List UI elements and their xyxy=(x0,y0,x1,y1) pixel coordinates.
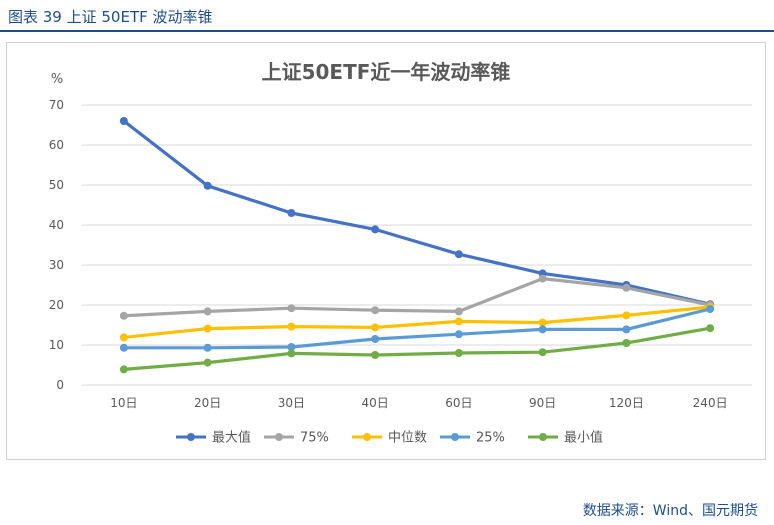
volatility-cone-chart: 上证50ETF近一年波动率锥 % 0 10 20 30 40 50 60 70 10日 20日 3… xyxy=(49,60,752,446)
legend-swatch-marker xyxy=(539,433,547,441)
x-tick-label: 60日 xyxy=(445,396,472,410)
data-source-note: 数据来源：Wind、国元期货 xyxy=(582,503,758,519)
data-point xyxy=(203,324,212,333)
data-point xyxy=(538,325,547,334)
y-tick-label: 0 xyxy=(56,378,64,392)
data-point xyxy=(371,323,380,332)
y-axis-unit-label: % xyxy=(51,72,63,87)
y-tick-label: 30 xyxy=(49,258,64,272)
data-point xyxy=(706,305,715,313)
legend-label: 75% xyxy=(300,431,329,446)
legend-item: 中位数 xyxy=(352,431,427,446)
legend-label: 最大值 xyxy=(212,430,251,446)
data-point xyxy=(622,325,631,334)
data-point xyxy=(287,304,296,313)
x-tick-label: 20日 xyxy=(194,396,221,410)
data-point xyxy=(371,225,380,234)
series-1 xyxy=(119,274,715,320)
y-tick-label: 70 xyxy=(49,98,64,112)
series-3 xyxy=(119,305,715,352)
data-point xyxy=(119,365,128,374)
data-point xyxy=(538,348,547,357)
gridlines xyxy=(82,104,752,386)
data-point xyxy=(454,349,463,357)
data-point xyxy=(622,311,631,320)
data-point xyxy=(119,333,128,342)
x-tick-label: 240日 xyxy=(693,396,728,410)
data-point xyxy=(287,209,296,217)
data-point xyxy=(287,322,296,331)
data-point xyxy=(706,324,715,333)
x-axis-ticks: 10日 20日 30日 40日 60日 90日 120日 240日 xyxy=(110,396,727,410)
legend-item: 75% xyxy=(264,431,329,446)
data-point xyxy=(454,307,463,316)
data-point xyxy=(203,343,212,352)
data-point xyxy=(371,335,380,343)
legend-swatch-marker xyxy=(363,433,371,441)
series-0 xyxy=(119,117,715,309)
legend-item: 最小值 xyxy=(528,430,603,446)
data-point xyxy=(538,274,547,283)
data-point xyxy=(371,306,380,315)
chart-container: 上证50ETF近一年波动率锥 % 0 10 20 30 40 50 60 70 10日 20日 3… xyxy=(6,42,766,460)
data-point xyxy=(203,181,212,190)
x-tick-label: 30日 xyxy=(278,396,305,410)
legend-label: 25% xyxy=(476,431,505,446)
legend-label: 中位数 xyxy=(388,431,427,446)
y-axis-ticks: 0 10 20 30 40 50 60 70 xyxy=(49,98,64,392)
data-point xyxy=(622,283,631,292)
y-tick-label: 10 xyxy=(49,338,64,352)
series-4 xyxy=(119,324,715,374)
data-point xyxy=(622,339,631,347)
y-tick-label: 40 xyxy=(49,218,64,232)
y-tick-label: 20 xyxy=(49,298,64,312)
legend-item: 25% xyxy=(440,431,505,446)
x-tick-label: 40日 xyxy=(361,396,388,410)
y-tick-label: 60 xyxy=(49,138,64,152)
series-2 xyxy=(119,303,715,342)
data-point xyxy=(119,117,128,125)
data-point xyxy=(454,317,463,326)
figure-caption: 图表 39 上证 50ETF 波动率锥 xyxy=(8,8,213,26)
legend-swatch-marker xyxy=(187,433,195,441)
caption-divider xyxy=(0,30,774,32)
data-point xyxy=(454,330,463,339)
series-line xyxy=(122,277,712,318)
series-lines xyxy=(119,117,715,374)
legend-item: 最大值 xyxy=(176,430,251,446)
data-point xyxy=(454,250,463,259)
data-point xyxy=(538,318,547,327)
x-tick-label: 120日 xyxy=(609,396,644,410)
chart-title: 上证50ETF近一年波动率锥 xyxy=(262,60,511,84)
x-tick-label: 10日 xyxy=(110,396,137,410)
data-point xyxy=(203,358,212,367)
data-point xyxy=(371,351,380,359)
series-line xyxy=(122,326,712,371)
series-line xyxy=(122,119,712,306)
legend-label: 最小值 xyxy=(564,430,603,446)
legend-swatch-marker xyxy=(451,433,459,441)
data-point xyxy=(203,307,212,316)
data-point xyxy=(119,343,128,352)
legend-swatch-marker xyxy=(275,433,283,441)
data-point xyxy=(287,343,296,351)
legend: 最大值 75% 中位数 25% 最小值 xyxy=(176,430,603,446)
data-point xyxy=(119,311,128,320)
x-tick-label: 90日 xyxy=(529,396,556,410)
series-line xyxy=(122,305,712,339)
data-point xyxy=(287,349,296,358)
series-line xyxy=(122,307,712,350)
y-tick-label: 50 xyxy=(49,178,64,192)
